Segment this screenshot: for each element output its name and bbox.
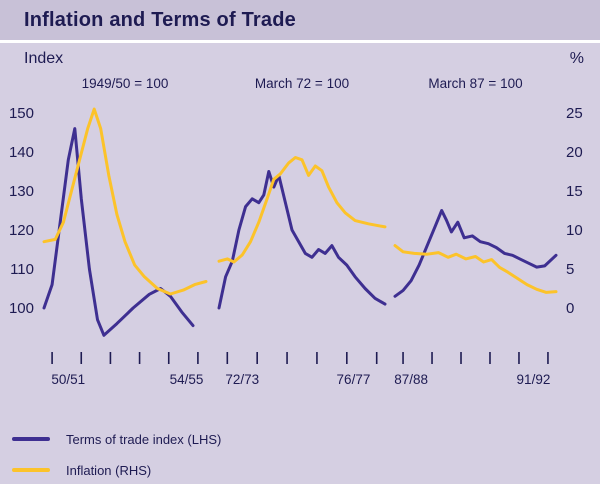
right-axis-unit-label: % (569, 50, 584, 67)
legend-item-inflation: Inflation (RHS) (12, 461, 221, 479)
right-axis-tick-label: 20 (566, 144, 583, 161)
title-separator (0, 40, 600, 43)
left-axis-tick-label: 120 (9, 222, 34, 239)
x-axis-label: 91/92 (517, 372, 551, 387)
left-axis-tick-label: 140 (9, 144, 34, 161)
left-axis-unit-label: Index (24, 50, 64, 67)
series-inflation (42, 107, 208, 296)
legend-swatch-terms-of-trade-icon (12, 437, 50, 441)
legend: Terms of trade index (LHS) Inflation (RH… (12, 430, 221, 479)
chart-svg: 150 140 130 120 110 100 25 20 15 10 5 0 1949/50 = 10… (9, 76, 583, 387)
x-axis-label: 72/73 (225, 372, 259, 387)
x-axis-label: 87/88 (394, 372, 428, 387)
series-terms-of-trade (42, 127, 195, 337)
page-title: Inflation and Terms of Trade (24, 9, 296, 31)
left-axis-tick-label: 100 (9, 300, 34, 317)
series-inflation (217, 156, 387, 264)
title-bar (0, 0, 600, 40)
legend-label-terms-of-trade: Terms of trade index (LHS) (66, 431, 222, 447)
right-axis-tick-label: 10 (566, 222, 583, 239)
left-axis-tick-label: 150 (9, 105, 34, 122)
panel-base-label: March 72 = 100 (255, 76, 349, 91)
left-axis-tick-label: 110 (10, 261, 34, 278)
left-axis-tick-label: 130 (9, 183, 34, 200)
panel-base-label: March 87 = 100 (428, 76, 522, 91)
panel-base-label: 1949/50 = 100 (82, 76, 169, 91)
legend-swatch-inflation-icon (12, 468, 50, 472)
x-axis-label: 76/77 (337, 372, 371, 387)
x-axis-label: 54/55 (170, 372, 204, 387)
series-terms-of-trade (217, 170, 387, 310)
right-axis-tick-label: 0 (566, 300, 574, 317)
legend-item-terms-of-trade: Terms of trade index (LHS) (12, 430, 221, 448)
right-axis-tick-label: 25 (566, 105, 583, 122)
right-axis-tick-label: 5 (566, 261, 574, 278)
series-inflation (393, 244, 558, 294)
right-axis-tick-label: 15 (566, 183, 583, 200)
x-axis-label: 50/51 (51, 372, 85, 387)
legend-label-inflation: Inflation (RHS) (66, 462, 152, 478)
